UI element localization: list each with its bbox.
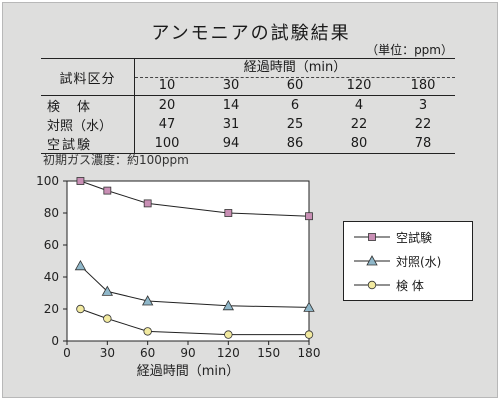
- data-point: [222, 299, 235, 311]
- y-tick-label: 80: [44, 206, 59, 220]
- time-value: 60: [286, 78, 304, 93]
- row-label: 検 体: [41, 95, 135, 115]
- table-corner-label: 試料区分: [41, 58, 135, 96]
- data-point: [103, 186, 112, 195]
- data-point: [101, 285, 114, 296]
- time-header-label: 経過時間（min）: [135, 59, 455, 78]
- legend-swatch: [354, 233, 390, 241]
- data-point: [303, 301, 315, 312]
- data-point: [103, 314, 112, 323]
- table-cell: 3: [418, 97, 428, 113]
- x-tick-label: 60: [140, 346, 155, 360]
- legend-item: 空試験: [352, 228, 432, 246]
- table-cell: 4: [354, 97, 364, 113]
- plot-area: [66, 180, 310, 342]
- y-tick-label: 0: [51, 334, 59, 348]
- y-tick-label: 100: [36, 174, 59, 188]
- y-tick-label: 60: [44, 238, 59, 252]
- data-point: [76, 304, 85, 314]
- data-point: [143, 327, 152, 336]
- legend-label: 空試験: [396, 230, 433, 245]
- data-point: [74, 259, 87, 271]
- x-tick-label: 180: [298, 346, 321, 360]
- data-point: [304, 330, 314, 339]
- unit-label: （単位：ppm）: [366, 43, 453, 57]
- chart-legend: 空試験対照(水) 検 体: [343, 221, 473, 301]
- time-value: 30: [222, 78, 240, 93]
- table-cell: 80: [327, 134, 391, 154]
- data-point: [76, 177, 85, 185]
- row-label: 空試験: [41, 134, 135, 154]
- table-cell: 47: [158, 117, 176, 132]
- legend-label: 対照(水): [396, 254, 442, 269]
- legend-swatch: [354, 255, 390, 266]
- legend-swatch: [354, 280, 390, 290]
- figure-panel: アンモニアの試験結果 （単位：ppm） 試料区分 経過時間（min） 10 30…: [2, 2, 498, 398]
- initial-concentration-note: 初期ガス濃度：約100ppm: [43, 153, 189, 167]
- legend-marker: [368, 233, 376, 241]
- x-tick-label: 150: [257, 346, 280, 360]
- table-cell: 86: [263, 134, 327, 154]
- line-chart: 0 20 40 60 80 100 0 30 60 90 120 150 180 経過時間（min）: [36, 174, 321, 379]
- table-row: 対照（水） 47 31 25 22 22: [41, 115, 455, 134]
- data-point: [143, 199, 152, 208]
- table-row: 検 体 20 14 6 4 3: [41, 95, 455, 115]
- data-point: [141, 295, 154, 306]
- x-tick-label: 30: [100, 346, 115, 360]
- time-value: 10: [158, 78, 176, 93]
- figure-title: アンモニアの試験結果: [151, 23, 351, 44]
- legend-label: 検 体: [396, 278, 424, 293]
- time-value: 120: [346, 78, 372, 93]
- x-tick-label: 0: [63, 346, 71, 360]
- table-cell: 78: [391, 134, 455, 154]
- legend-marker: [366, 255, 378, 266]
- row-label: 対照（水）: [41, 115, 135, 134]
- y-tick-label: 20: [44, 302, 59, 316]
- time-value: 180: [410, 78, 436, 93]
- results-table: 試料区分 経過時間（min） 10 30 60 120 180 検 体 20 1…: [41, 58, 455, 154]
- time-values: 10 30 60 120 180: [135, 77, 455, 95]
- table-header-row: 試料区分 経過時間（min） 10 30 60 120 180: [41, 58, 455, 96]
- table-cell: 31: [222, 117, 240, 132]
- table-cell: 25: [286, 117, 304, 132]
- x-tick-label: 120: [217, 346, 240, 360]
- legend-item: 検 体: [352, 276, 424, 294]
- data-point: [305, 212, 313, 221]
- table-cell: 22: [350, 117, 368, 132]
- data-point: [224, 209, 233, 217]
- table-row: 空試験 100 94 86 80 78: [41, 134, 455, 154]
- x-tick-label: 90: [180, 346, 195, 360]
- data-point: [224, 330, 233, 339]
- table-cell: 14: [222, 97, 240, 113]
- table-cell: 94: [199, 134, 263, 154]
- table-cell: 22: [414, 117, 432, 132]
- x-axis-label: 経過時間（min）: [137, 364, 240, 379]
- time-header-cell: 経過時間（min） 10 30 60 120 180: [134, 58, 455, 96]
- table-cell: 20: [158, 97, 176, 113]
- table-cell: 6: [290, 97, 300, 113]
- legend-marker: [367, 280, 377, 290]
- legend-item: 対照(水): [352, 252, 441, 270]
- y-tick-label: 40: [44, 270, 59, 284]
- table-cell: 100: [134, 134, 199, 154]
